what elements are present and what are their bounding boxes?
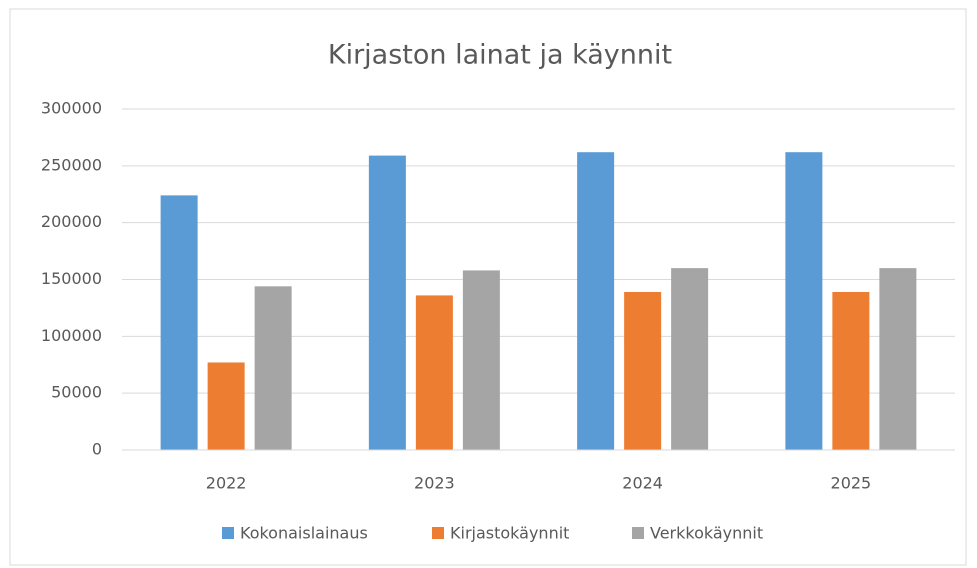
y-tick-label: 100000 [41, 326, 102, 345]
y-tick-label: 200000 [41, 212, 102, 231]
y-tick-label: 300000 [41, 99, 102, 118]
bar [415, 295, 453, 450]
x-tick-label: 2025 [831, 474, 872, 493]
bar [671, 268, 709, 450]
x-tick-label: 2023 [414, 474, 455, 493]
chart-title: Kirjaston lainat ja käynnit [328, 40, 672, 71]
bar [577, 152, 615, 450]
y-tick-label: 0 [92, 440, 102, 459]
x-tick-label: 2022 [206, 474, 247, 493]
bar [785, 152, 823, 450]
legend-swatch [222, 527, 234, 539]
bar [462, 270, 500, 450]
legend-label: Kokonaislainaus [240, 524, 368, 543]
bar [207, 362, 245, 450]
legend-swatch [432, 527, 444, 539]
legend-label: Kirjastokäynnit [450, 524, 569, 543]
x-tick-label: 2024 [622, 474, 663, 493]
bar [832, 292, 870, 450]
y-tick-label: 250000 [41, 155, 102, 174]
y-tick-label: 150000 [41, 269, 102, 288]
bar [879, 268, 917, 450]
bar [368, 155, 406, 450]
legend-swatch [632, 527, 644, 539]
bar [160, 195, 198, 450]
y-tick-label: 50000 [51, 383, 102, 402]
bar [624, 292, 662, 450]
legend-label: Verkkokäynnit [650, 524, 763, 543]
bar [254, 286, 292, 450]
